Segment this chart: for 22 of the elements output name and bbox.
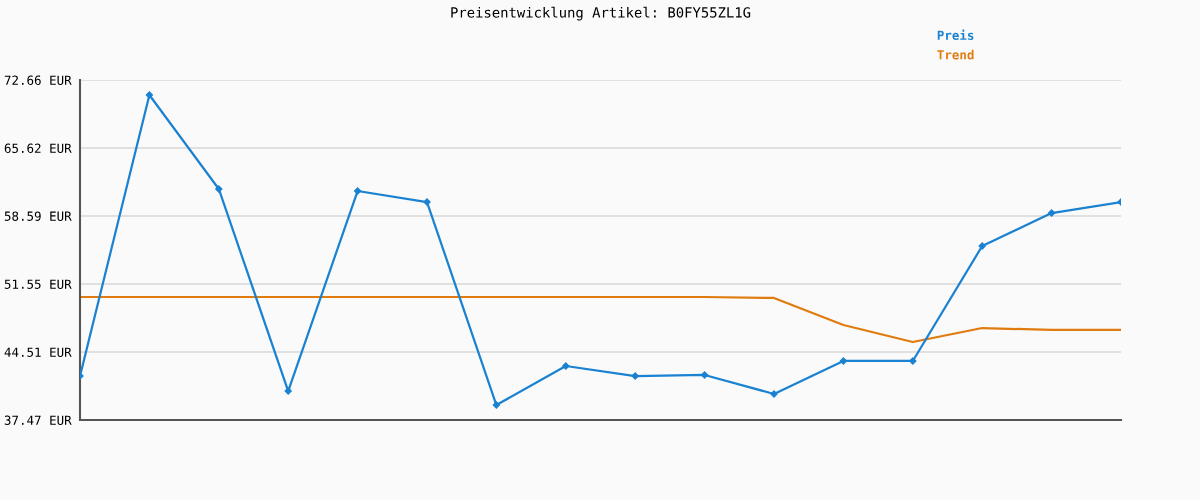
point xyxy=(978,242,986,250)
y-tick-label: 44.51 EUR xyxy=(4,347,72,357)
point xyxy=(909,357,917,365)
point xyxy=(284,387,292,395)
text: Trend xyxy=(937,49,974,60)
text: Preis xyxy=(937,29,974,40)
chart-title: Preisentwicklung Artikel: B0FY55ZL1G xyxy=(451,6,751,21)
point xyxy=(700,371,709,379)
point xyxy=(631,372,639,380)
point xyxy=(562,362,570,370)
point xyxy=(215,185,223,193)
y-tick-label: 58.59 EUR xyxy=(4,211,72,221)
y-tick-label: 51.55 EUR xyxy=(4,279,72,289)
y-tick-label: 37.47 EUR xyxy=(4,415,72,425)
line-series xyxy=(80,295,1121,344)
point xyxy=(839,357,848,365)
y-tick-label: 65.62 EUR xyxy=(4,143,72,153)
point xyxy=(1047,209,1056,217)
y-tick-label: 72.66 EUR xyxy=(4,75,72,85)
point xyxy=(145,91,154,99)
point xyxy=(492,401,501,409)
point xyxy=(353,187,362,195)
